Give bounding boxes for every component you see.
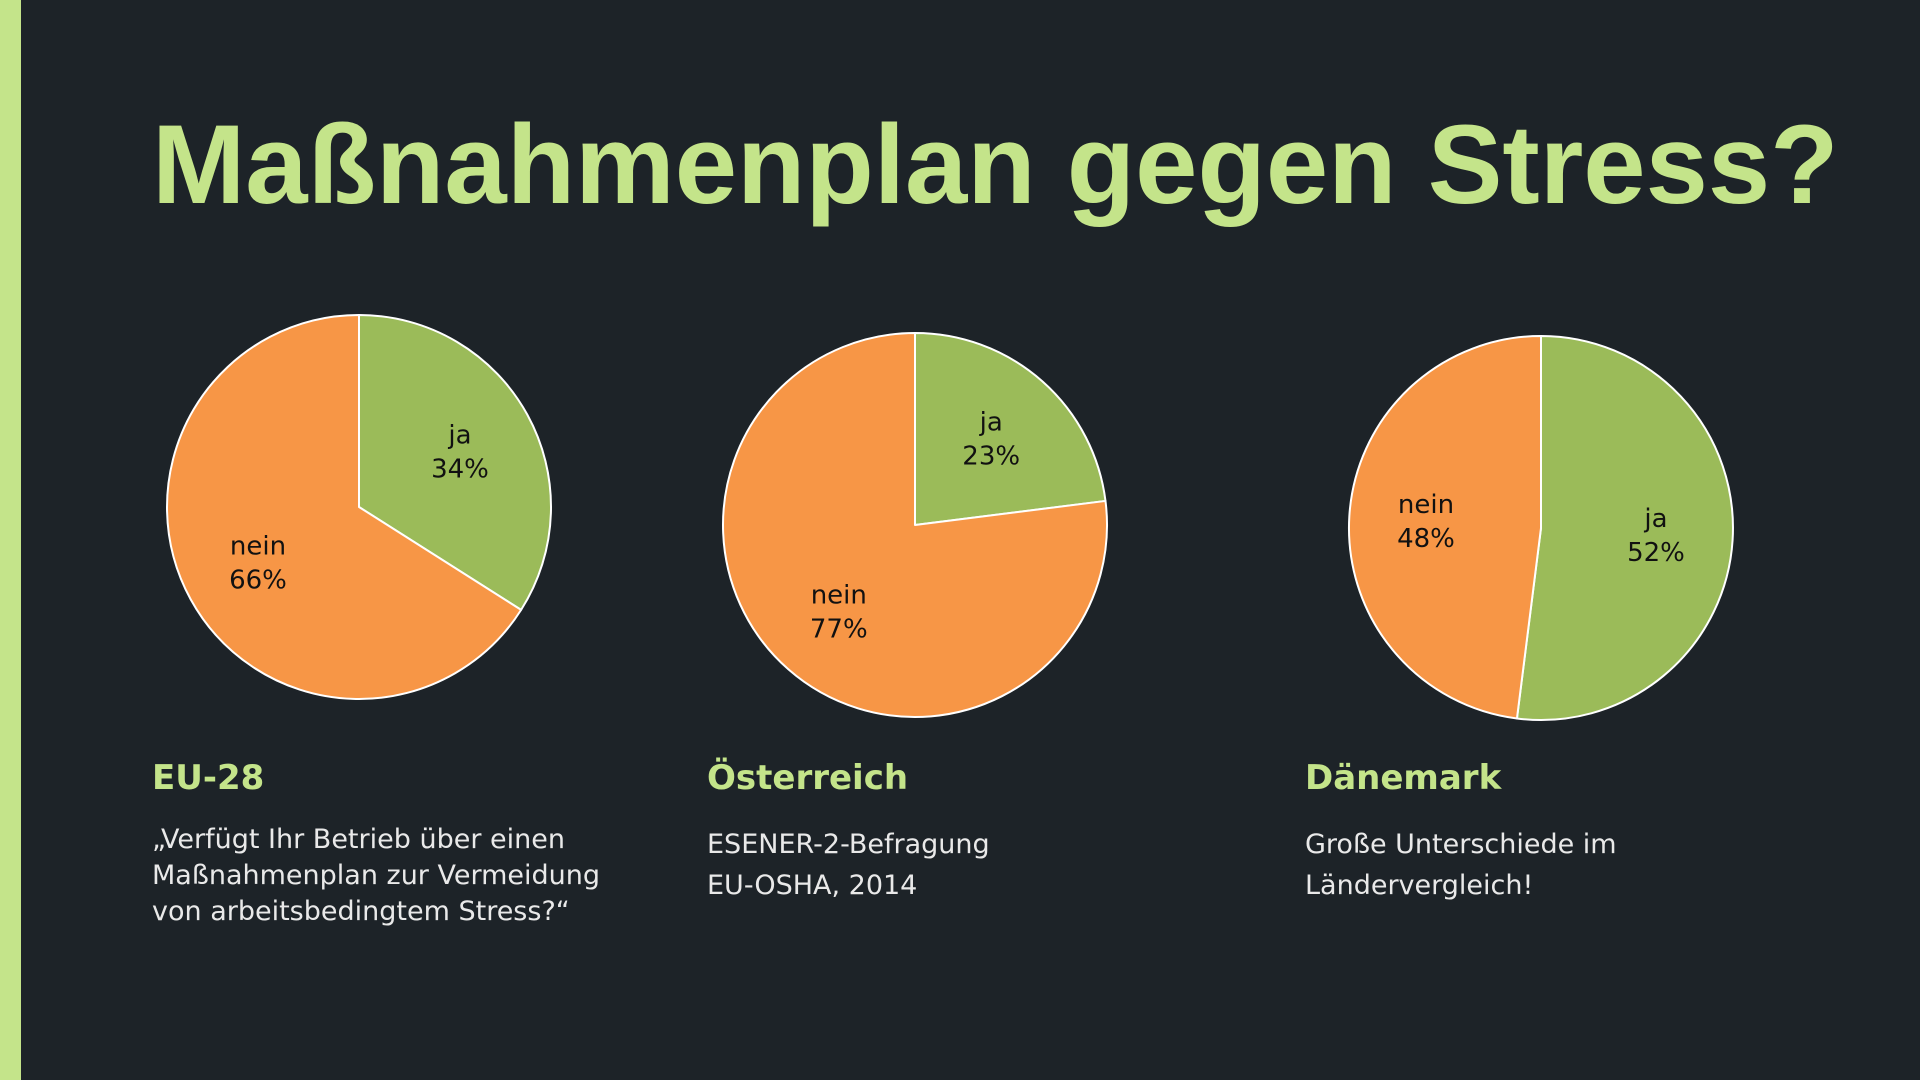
slice-label: nein — [811, 580, 867, 610]
description-line: „Verfügt Ihr Betrieb über einen — [152, 824, 565, 855]
slice-label: ja — [1643, 504, 1667, 534]
panel-description-eu28: „Verfügt Ihr Betrieb über einen Maßnahme… — [152, 822, 600, 930]
pie-chart-oesterreich: ja 23% nein 77% — [722, 332, 1108, 718]
pie-slice-eu28-ja — [358, 314, 552, 611]
slice-value-label: 66% — [229, 566, 287, 596]
description-line: Große Unterschiede im — [1305, 829, 1617, 860]
panel-description-daenemark: Große Unterschiede im Ländervergleich! — [1305, 824, 1617, 906]
pie-slice-eu28-nein — [166, 314, 523, 700]
slice-label: nein — [1398, 490, 1454, 520]
slice-value-label: 52% — [1627, 538, 1685, 568]
description-line: von arbeitsbedingtem Stress?“ — [152, 896, 570, 927]
panel-heading-daenemark: Dänemark — [1305, 758, 1502, 798]
pie-slice-oesterreich-ja — [914, 332, 1107, 526]
pie-chart-daenemark: ja 52% nein 48% — [1348, 335, 1734, 721]
description-line: Maßnahmenplan zur Vermeidung — [152, 860, 601, 891]
pie-slice-daenemark-ja — [1515, 335, 1734, 721]
slice-value-label: 77% — [810, 614, 868, 644]
slice-label: ja — [979, 408, 1003, 438]
slice-value-label: 48% — [1397, 524, 1455, 554]
pie-slice-daenemark-nein — [1348, 335, 1542, 720]
pie-slice-oesterreich-nein — [722, 332, 1108, 718]
description-line: EU-OSHA, 2014 — [707, 870, 918, 901]
panel-description-oesterreich: ESENER-2-Befragung EU-OSHA, 2014 — [707, 824, 990, 906]
description-line: Ländervergleich! — [1305, 870, 1534, 901]
slice-label: nein — [230, 532, 286, 562]
accent-bar — [0, 0, 21, 1080]
panel-heading-oesterreich: Österreich — [707, 758, 909, 798]
slice-label: ja — [447, 421, 471, 451]
page-title: Maßnahmenplan gegen Stress? — [152, 102, 1839, 227]
slice-value-label: 34% — [431, 455, 489, 485]
slice-value-label: 23% — [962, 442, 1020, 472]
pie-chart-eu28: ja 34% nein 66% — [166, 314, 552, 700]
description-line: ESENER-2-Befragung — [707, 829, 990, 860]
panel-heading-eu28: EU-28 — [152, 758, 265, 798]
